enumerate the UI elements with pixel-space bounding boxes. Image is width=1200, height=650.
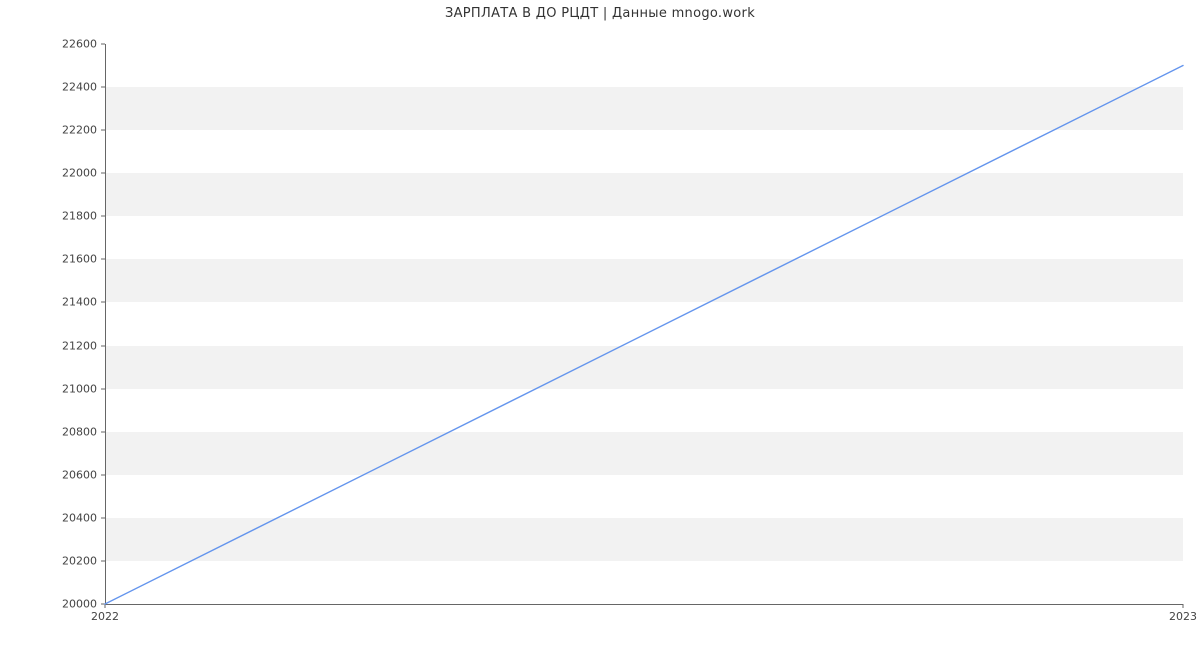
y-tick-label: 21800 — [62, 210, 97, 223]
y-tick-label: 20600 — [62, 468, 97, 481]
x-tick-label: 2023 — [1169, 610, 1197, 623]
plot-area: 2000020200204002060020800210002120021400… — [105, 44, 1183, 604]
x-axis-line — [105, 604, 1183, 605]
y-tick-label: 22400 — [62, 81, 97, 94]
y-tick-label: 21400 — [62, 296, 97, 309]
y-tick-label: 21200 — [62, 339, 97, 352]
y-tick-label: 20000 — [62, 598, 97, 611]
chart-title: ЗАРПЛАТА В ДО РЦДТ | Данные mnogo.work — [0, 6, 1200, 21]
y-tick-label: 22000 — [62, 167, 97, 180]
y-tick-label: 22600 — [62, 38, 97, 51]
y-tick-label: 20400 — [62, 511, 97, 524]
y-tick-label: 20200 — [62, 554, 97, 567]
y-tick-label: 21000 — [62, 382, 97, 395]
series-layer — [105, 44, 1183, 604]
y-tick-label: 20800 — [62, 425, 97, 438]
chart-viewport: ЗАРПЛАТА В ДО РЦДТ | Данные mnogo.work 2… — [0, 0, 1200, 650]
y-tick-label: 22200 — [62, 124, 97, 137]
x-tick-label: 2022 — [91, 610, 119, 623]
y-tick-label: 21600 — [62, 253, 97, 266]
series-line-salary — [105, 66, 1183, 604]
